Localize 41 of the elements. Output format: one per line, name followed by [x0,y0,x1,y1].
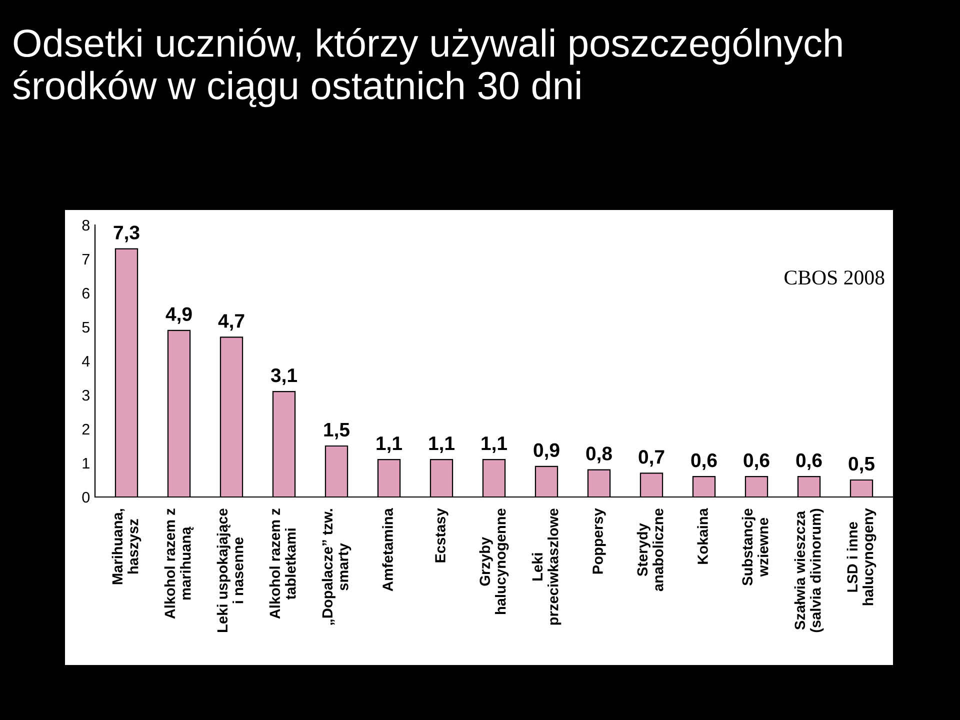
data-label: 1,1 [376,436,402,454]
x-tick-label: LSD i inne halucynogeny [846,508,876,606]
x-tick-label: Leki przeciwkaszlowe [532,508,562,625]
y-tick-label: 7 [82,254,90,265]
x-tick-label: Szałwia wieszcza (salvia divinorum) [794,508,824,632]
x-tick-label: Leki uspokajające i nasenne [216,508,244,632]
data-label: 0,6 [691,453,717,470]
annotation: CBOS 2008 [784,270,884,285]
y-tick-label: 2 [82,424,90,435]
data-label: 0,6 [744,453,770,470]
x-tick-label: Marihuana, haszysz [112,509,142,584]
y-tick-label: 0 [82,492,90,503]
x-tick-label: Alkohol razem z marihuaną [164,508,194,619]
data-label: 3,1 [270,368,297,386]
data-label: 1,1 [482,436,507,454]
y-tick-label: 3 [82,390,90,401]
x-tick-label: „Dopalacze” tzw. smarty [322,509,352,625]
x-tick-label: Poppersy [592,508,606,574]
y-tick-label: 4 [82,356,90,367]
data-label: 4,9 [166,307,192,324]
data-label: 0,9 [534,443,560,460]
x-tick-label: Amfetamina [382,508,393,592]
x-tick-label: Ecstasy [435,508,448,562]
y-tick-label: 5 [82,322,90,333]
y-tick-label: 6 [82,288,90,299]
x-tick-label: Kokaina [697,508,708,564]
x-tick-label: Grzyby halucynogenne [479,508,509,614]
y-tick-label: 1 [82,458,90,469]
x-tick-label: Sterydy anaboliczne [636,508,664,592]
data-label: 0,8 [586,446,612,464]
x-tick-label: Alkohol razem z tabletkami [269,508,296,619]
data-label: 1,5 [324,423,350,440]
data-label: 4,7 [218,314,244,331]
chart-title: Odsetki uczniów, którzy używali poszczególnych środków w ciągu ostatnich 30 dni [13,28,842,108]
y-tick-label: 8 [82,220,90,231]
data-label: 0,5 [848,456,874,474]
data-label: 0,7 [638,450,664,467]
x-tick-label: Substancje wziewne [742,508,768,586]
data-label: 7,3 [114,226,140,242]
data-label: 1,1 [429,436,454,454]
data-label: 0,6 [796,453,822,470]
